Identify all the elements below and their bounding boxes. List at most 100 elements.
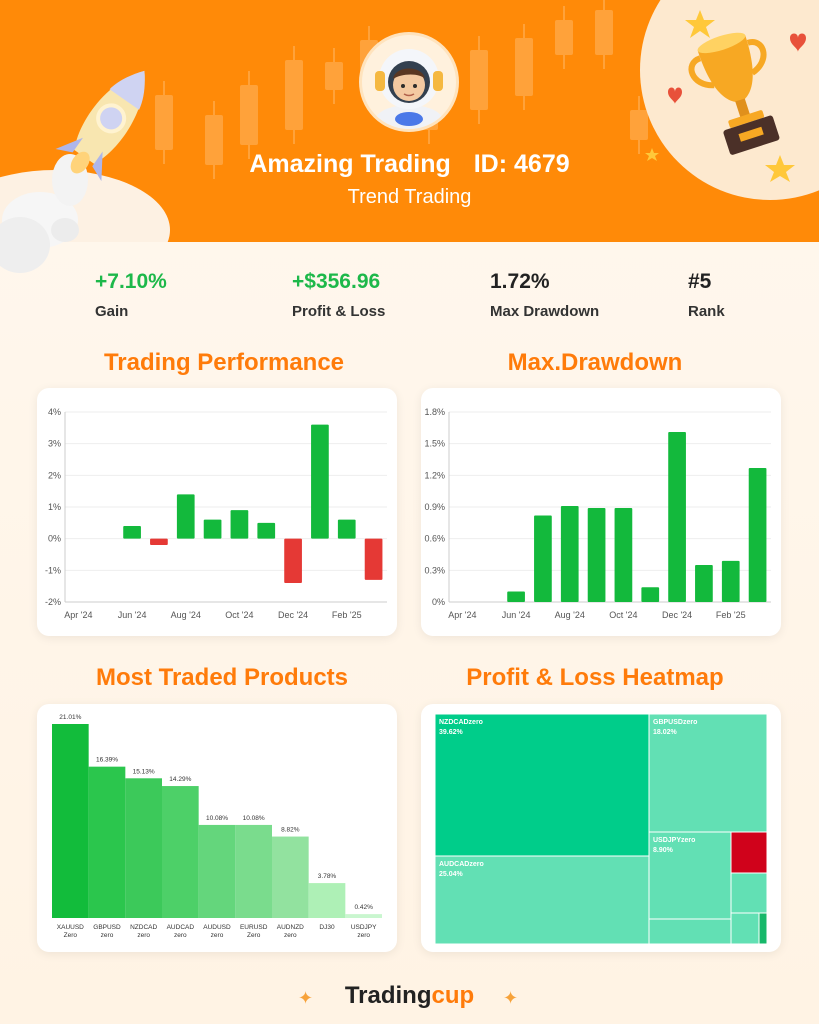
product-bar bbox=[308, 883, 346, 918]
product-bar bbox=[272, 836, 309, 918]
brand-trading: Trading bbox=[344, 982, 432, 1009]
product-bar bbox=[198, 824, 236, 918]
product-bar bbox=[88, 766, 126, 918]
product-category-label: zero bbox=[284, 932, 297, 939]
stat-rank: #5 Rank bbox=[688, 270, 725, 320]
x-tick-label: Feb '25 bbox=[332, 610, 362, 620]
strategy-label: Trend Trading bbox=[347, 186, 472, 208]
product-value-label: 16.39% bbox=[96, 757, 118, 764]
bar-dec-24 bbox=[668, 432, 686, 602]
bar-nov-24 bbox=[641, 587, 660, 602]
bar-jan-25 bbox=[695, 565, 713, 602]
bar-aug-24 bbox=[560, 505, 579, 602]
stat-max-drawdown: 1.72% Max Drawdown bbox=[490, 270, 599, 320]
product-category-label: EURUSD bbox=[240, 924, 268, 931]
heatmap-chart: NZDCADzero 39.62% AUDCADzero 25.04% GBPUSDze… bbox=[434, 713, 768, 945]
trader-title: Amazing Trading ID: 4679 bbox=[0, 150, 819, 179]
stat-label: Max Drawdown bbox=[490, 303, 600, 320]
candle-body bbox=[555, 20, 573, 55]
bar-jun-24 bbox=[123, 526, 141, 539]
y-tick-label: 2% bbox=[48, 470, 61, 480]
heat-cell-name: NZDCADzero bbox=[439, 719, 483, 726]
stat-gain: +7.10% Gain bbox=[95, 270, 167, 320]
heatmap-card: NZDCADzero 39.62% AUDCADzero 25.04% GBPUSDze… bbox=[421, 704, 781, 952]
heat-cell-value: 39.62% bbox=[439, 729, 464, 736]
bar-sep-24 bbox=[203, 519, 222, 539]
heat-cell-audcad bbox=[434, 855, 650, 945]
candle-body bbox=[285, 60, 303, 130]
product-value-label: 8.82% bbox=[281, 827, 300, 834]
heat-cell-small-c bbox=[730, 912, 760, 945]
x-tick-label: Aug '24 bbox=[171, 610, 201, 620]
product-category-label: AUDUSD bbox=[203, 924, 231, 931]
candle-body bbox=[155, 95, 173, 150]
product-bar bbox=[52, 724, 89, 918]
candle-body bbox=[205, 115, 223, 165]
heat-cell-small-d bbox=[758, 912, 768, 945]
candle-body bbox=[595, 10, 613, 55]
leaf-left-icon: ✦ bbox=[298, 988, 314, 1008]
performance-chart: 4% 3% 2% 1% 0% -1% -2%Apr '24 Jun '24 Aug '24 Oct… bbox=[45, 407, 387, 620]
y-tick-label: 0.9% bbox=[424, 502, 445, 512]
heat-cell-name: GBPUSDzero bbox=[653, 719, 697, 726]
bar-mar-25 bbox=[364, 538, 383, 580]
trader-id: ID: 4679 bbox=[473, 150, 570, 178]
y-tick-label: 0% bbox=[432, 597, 445, 607]
y-tick-label: 4% bbox=[48, 407, 61, 417]
heat-cell-usdjpy bbox=[648, 831, 732, 920]
x-tick-label: Dec '24 bbox=[662, 610, 692, 620]
bar-mar-25 bbox=[748, 467, 767, 602]
trophy-icon bbox=[645, 10, 806, 182]
heat-cell-name: AUDCADzero bbox=[439, 861, 484, 868]
products-chart-card: 21.01% XAUUSD Zero 16.39% GBPUSD zero 15.13% NZ… bbox=[37, 704, 397, 952]
bar-nov-24 bbox=[257, 522, 276, 539]
x-tick-label: Oct '24 bbox=[225, 610, 253, 620]
trader-name: Amazing Trading bbox=[249, 150, 451, 178]
product-category-label: zero bbox=[174, 932, 187, 939]
x-tick-label: Aug '24 bbox=[555, 610, 585, 620]
x-tick-label: Dec '24 bbox=[278, 610, 308, 620]
product-value-label: 14.29% bbox=[169, 776, 191, 783]
product-value-label: 10.08% bbox=[243, 815, 265, 822]
bar-jun-24 bbox=[507, 591, 525, 602]
bar-sep-24 bbox=[587, 508, 606, 602]
product-category-label: Zero bbox=[247, 932, 261, 939]
product-category-label: zero bbox=[101, 932, 114, 939]
heat-cell-gbpusd bbox=[648, 713, 768, 833]
candle-body bbox=[240, 85, 258, 145]
y-tick-label: 0% bbox=[48, 534, 61, 544]
y-tick-label: -2% bbox=[45, 597, 61, 607]
section-title-products: Most Traded Products bbox=[95, 664, 349, 691]
y-tick-label: 0.6% bbox=[424, 534, 445, 544]
footer-brand: Tradingcup bbox=[0, 982, 819, 1010]
product-category-label: XAUUSD bbox=[57, 924, 84, 931]
product-value-label: 15.13% bbox=[133, 768, 155, 775]
bar-oct-24 bbox=[230, 510, 249, 539]
stat-value: +$356.96 bbox=[292, 270, 381, 293]
bar-jul-24 bbox=[150, 538, 168, 545]
x-tick-label: Apr '24 bbox=[64, 610, 92, 620]
product-category-label: zero bbox=[211, 932, 224, 939]
stat-profit-loss: +$356.96 Profit & Loss bbox=[292, 270, 385, 320]
product-category-label: AUDNZD bbox=[277, 924, 304, 931]
drawdown-chart-card: 1.8% 1.5% 1.2% 0.9% 0.6% 0.3% 0% Apr '24 Jun '24… bbox=[421, 388, 781, 636]
bar-dec-24 bbox=[284, 538, 302, 583]
leaf-right-icon: ✦ bbox=[503, 988, 519, 1008]
heat-cell-small-a bbox=[648, 918, 732, 945]
y-tick-label: 1.5% bbox=[424, 439, 445, 449]
candle-body bbox=[630, 110, 648, 140]
y-tick-label: 0.3% bbox=[424, 565, 445, 575]
bar-feb-25 bbox=[337, 519, 356, 539]
stat-value: #5 bbox=[688, 270, 712, 293]
product-category-label: AUDCAD bbox=[167, 924, 195, 931]
product-category-label: DJ30 bbox=[319, 924, 335, 931]
stat-value: 1.72% bbox=[490, 270, 550, 293]
section-title-performance: Trading Performance bbox=[103, 349, 345, 376]
bar-jul-24 bbox=[534, 515, 552, 602]
product-category-label: GBPUSD bbox=[93, 924, 121, 931]
product-bar bbox=[345, 914, 382, 918]
section-title-drawdown: Max.Drawdown bbox=[507, 349, 683, 376]
product-value-label: 10.08% bbox=[206, 815, 228, 822]
stat-label: Profit & Loss bbox=[292, 303, 386, 320]
product-bar bbox=[235, 824, 272, 918]
